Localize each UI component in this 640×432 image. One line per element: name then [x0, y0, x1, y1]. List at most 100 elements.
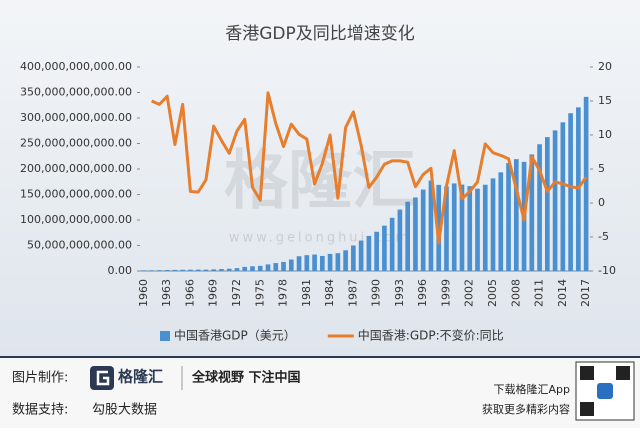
bar — [389, 217, 395, 271]
x-tick-label: 1969 — [207, 279, 220, 307]
x-tick-label: 1972 — [230, 279, 243, 307]
bar — [490, 178, 496, 271]
bar — [265, 264, 271, 271]
y-tick-label: 400,000,000,000.00 — [20, 60, 132, 73]
bar — [149, 270, 154, 271]
x-tick-label: 1963 — [160, 279, 173, 307]
legend-label: 中国香港GDP（美元） — [174, 328, 296, 343]
qr-corner — [580, 402, 594, 416]
bar — [420, 189, 426, 271]
bar — [428, 180, 434, 271]
footer-more: 获取更多精彩内容 — [482, 402, 570, 416]
x-tick-label: 2011 — [533, 279, 546, 307]
bar — [312, 254, 317, 271]
bar — [250, 266, 255, 271]
bar — [343, 250, 348, 271]
bar — [188, 269, 193, 271]
y2-tick-label: -5 — [598, 230, 609, 243]
bar — [467, 186, 473, 271]
y2-tick-label: 5 — [598, 162, 605, 175]
bar — [296, 256, 302, 271]
bar — [234, 268, 240, 271]
footer-made-by: 图片制作: — [12, 371, 68, 386]
footer-brand: 格隆汇 — [118, 368, 163, 386]
watermark: 格隆汇 — [224, 145, 416, 219]
x-tick-label: 1996 — [416, 279, 429, 307]
bar — [327, 253, 333, 271]
x-tick-label: 2002 — [463, 279, 476, 307]
legend-label: 中国香港:GDP:不变价:同比 — [358, 328, 504, 343]
chart-title: 香港GDP及同比增速变化 — [225, 24, 415, 44]
bar — [273, 263, 279, 271]
bar — [180, 269, 185, 271]
bar — [498, 172, 504, 271]
bar — [568, 113, 573, 272]
bar — [219, 269, 224, 271]
bar — [211, 269, 217, 271]
y-tick-label: 350,000,000,000.00 — [20, 86, 132, 99]
bar — [560, 122, 566, 272]
y-tick-label: 100,000,000,000.00 — [20, 213, 132, 226]
x-tick-label: 1999 — [439, 279, 452, 307]
footer-download: 下载格隆汇App — [494, 382, 571, 396]
bar — [413, 197, 418, 271]
x-tick-label: 2008 — [509, 279, 522, 307]
y2-tick-label: 0 — [598, 196, 605, 209]
bar — [281, 261, 286, 271]
bar — [475, 188, 480, 271]
bar — [397, 209, 403, 271]
bar — [583, 96, 589, 271]
y-tick-label: 0.00 — [108, 264, 133, 277]
y2-tick-label: 20 — [598, 60, 612, 73]
logo-icon — [90, 366, 114, 390]
bar — [451, 183, 457, 271]
bar — [537, 144, 542, 271]
x-tick-label: 2017 — [579, 279, 592, 307]
footer-slogan: 全球视野 下注中国 — [191, 370, 301, 386]
x-tick-label: 2014 — [556, 279, 569, 307]
bar — [545, 137, 550, 271]
legend-swatch — [160, 331, 170, 341]
x-tick-label: 1990 — [370, 279, 383, 307]
footer-data-by: 数据支持: — [12, 403, 68, 418]
y2-tick-label: 10 — [598, 128, 612, 141]
x-tick-label: 1987 — [346, 279, 359, 307]
qr-logo — [597, 383, 613, 399]
bar — [382, 225, 387, 271]
bar — [351, 245, 356, 271]
bar — [226, 268, 232, 271]
bar — [374, 231, 379, 271]
x-tick-label: 1993 — [393, 279, 406, 307]
bar — [320, 255, 325, 271]
bar — [444, 186, 449, 271]
x-tick-label: 1978 — [277, 279, 290, 307]
bar — [459, 184, 465, 271]
bar — [529, 154, 535, 271]
y-tick-label: 300,000,000,000.00 — [20, 111, 132, 124]
x-tick-label: 1975 — [253, 279, 266, 307]
qr-corner — [580, 366, 594, 380]
bar — [242, 266, 248, 271]
logo-glyph — [96, 370, 110, 386]
bar — [335, 253, 341, 271]
x-tick-label: 1960 — [137, 279, 150, 307]
y2-tick-label: -10 — [598, 264, 616, 277]
bar — [513, 159, 519, 271]
footer-data-source: 勾股大数据 — [92, 403, 157, 418]
bar — [257, 265, 263, 271]
y-tick-label: 50,000,000,000.00 — [27, 239, 132, 252]
bar — [482, 184, 488, 271]
bar — [436, 184, 442, 271]
bar — [304, 255, 310, 271]
y-tick-label: 150,000,000,000.00 — [20, 188, 132, 201]
x-tick-label: 1984 — [323, 279, 336, 307]
qr-corner — [616, 366, 630, 380]
bar — [506, 163, 511, 271]
bar — [157, 270, 162, 271]
bar — [141, 270, 147, 271]
bar — [203, 269, 209, 271]
bar — [195, 269, 201, 271]
x-tick-label: 1981 — [300, 279, 313, 307]
line — [151, 91, 588, 245]
